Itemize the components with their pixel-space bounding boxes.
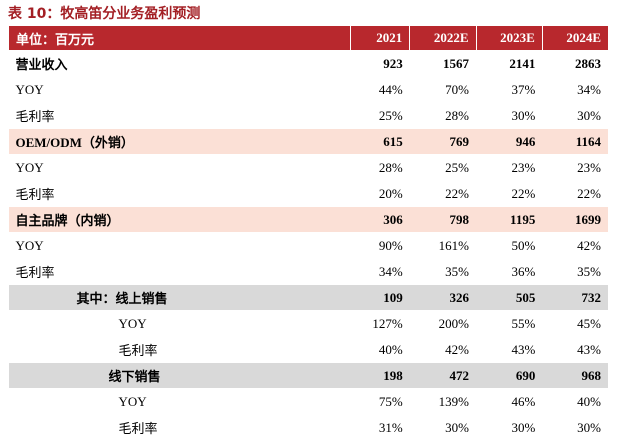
cell: 42% [409, 336, 477, 363]
table-row: 毛利率 31% 30% 30% 30% [8, 414, 608, 441]
table-row: 线下销售 198 472 690 968 [8, 362, 608, 389]
cell: 43% [476, 336, 543, 363]
table-row: YOY 127% 200% 55% 45% [8, 310, 608, 337]
cell: 690 [476, 362, 543, 389]
cell: 34% [542, 76, 608, 103]
cell: 109 [350, 284, 410, 311]
cell: 615 [350, 128, 410, 155]
cell: 35% [409, 258, 477, 285]
table-row: 毛利率 34% 35% 36% 35% [8, 258, 608, 285]
cell: 37% [476, 76, 543, 103]
cell: 946 [476, 128, 543, 155]
cell: 50% [476, 232, 543, 259]
cell: 30% [409, 414, 477, 441]
cell: 732 [542, 284, 608, 311]
table-row: 毛利率 25% 28% 30% 30% [8, 102, 608, 129]
column-header: 单位：百万元 [8, 26, 351, 51]
cell: 25% [409, 154, 477, 181]
table-row: 自主品牌（内销） 306 798 1195 1699 [8, 206, 608, 233]
cell: 161% [409, 232, 477, 259]
row-label: 营业收入 [8, 50, 351, 77]
row-label: 自主品牌（内销） [8, 206, 351, 233]
cell: 139% [409, 388, 477, 415]
cell: 30% [542, 414, 608, 441]
cell: 42% [542, 232, 608, 259]
cell: 45% [542, 310, 608, 337]
table-row: 营业收入 923 1567 2141 2863 [8, 50, 608, 77]
cell: 23% [476, 154, 543, 181]
cell: 30% [476, 102, 543, 129]
cell: 28% [350, 154, 410, 181]
table-row: 其中：线上销售 109 326 505 732 [8, 284, 608, 311]
table-row: OEM/ODM（外销） 615 769 946 1164 [8, 128, 608, 155]
cell: 798 [409, 206, 477, 233]
row-label: YOY [8, 154, 351, 181]
cell: 44% [350, 76, 410, 103]
column-header: 2024E [541, 26, 608, 51]
table-row: YOY 44% 70% 37% 34% [8, 76, 608, 103]
cell: 30% [476, 414, 543, 441]
row-label: YOY [8, 76, 351, 103]
row-label: 毛利率 [8, 258, 351, 285]
column-header: 2023E [475, 26, 543, 51]
cell: 968 [542, 362, 608, 389]
table-title: 表 10：牧高笛分业务盈利预测 [8, 6, 201, 22]
cell: 75% [350, 388, 410, 415]
cell: 43% [542, 336, 608, 363]
cell: 30% [542, 102, 608, 129]
cell: 198 [350, 362, 410, 389]
cell: 923 [350, 50, 410, 77]
cell: 70% [409, 76, 477, 103]
cell: 36% [476, 258, 543, 285]
row-label: YOY [8, 232, 351, 259]
header-row: 单位：百万元 2021 2022E 2023E 2024E [8, 26, 608, 51]
row-label: OEM/ODM（外销） [8, 128, 351, 155]
cell: 2863 [542, 50, 608, 77]
table-row: YOY 75% 139% 46% 40% [8, 388, 608, 415]
row-label: 毛利率 [8, 102, 351, 129]
cell: 1567 [409, 50, 477, 77]
table-row: 毛利率 20% 22% 22% 22% [8, 180, 608, 207]
forecast-table: 单位：百万元 2021 2022E 2023E 2024E 营业收入 923 1567 214… [8, 26, 608, 441]
row-label: 毛利率 [8, 414, 351, 441]
cell: 20% [350, 180, 410, 207]
cell: 505 [476, 284, 543, 311]
cell: 46% [476, 388, 543, 415]
cell: 472 [409, 362, 477, 389]
row-label: 毛利率 [8, 180, 351, 207]
cell: 1699 [542, 206, 608, 233]
cell: 22% [409, 180, 477, 207]
row-label: 毛利率 [8, 336, 351, 363]
cell: 306 [350, 206, 410, 233]
table-row: 毛利率 40% 42% 43% 43% [8, 336, 608, 363]
cell: 2141 [476, 50, 543, 77]
cell: 31% [350, 414, 410, 441]
cell: 769 [409, 128, 477, 155]
cell: 25% [350, 102, 410, 129]
cell: 40% [542, 388, 608, 415]
cell: 1195 [476, 206, 543, 233]
cell: 127% [350, 310, 410, 337]
column-header: 2022E [409, 26, 477, 51]
cell: 1164 [542, 128, 608, 155]
cell: 35% [542, 258, 608, 285]
row-label: 线下销售 [8, 362, 351, 389]
cell: 55% [476, 310, 543, 337]
cell: 28% [409, 102, 477, 129]
cell: 23% [542, 154, 608, 181]
cell: 22% [476, 180, 543, 207]
row-label: YOY [8, 310, 351, 337]
cell: 22% [542, 180, 608, 207]
row-label: YOY [8, 388, 351, 415]
cell: 90% [350, 232, 410, 259]
cell: 34% [350, 258, 410, 285]
column-header: 2021 [349, 26, 410, 51]
table-row: YOY 28% 25% 23% 23% [8, 154, 608, 181]
cell: 326 [409, 284, 477, 311]
cell: 40% [350, 336, 410, 363]
row-label: 其中：线上销售 [8, 284, 351, 311]
table-row: YOY 90% 161% 50% 42% [8, 232, 608, 259]
cell: 200% [409, 310, 477, 337]
